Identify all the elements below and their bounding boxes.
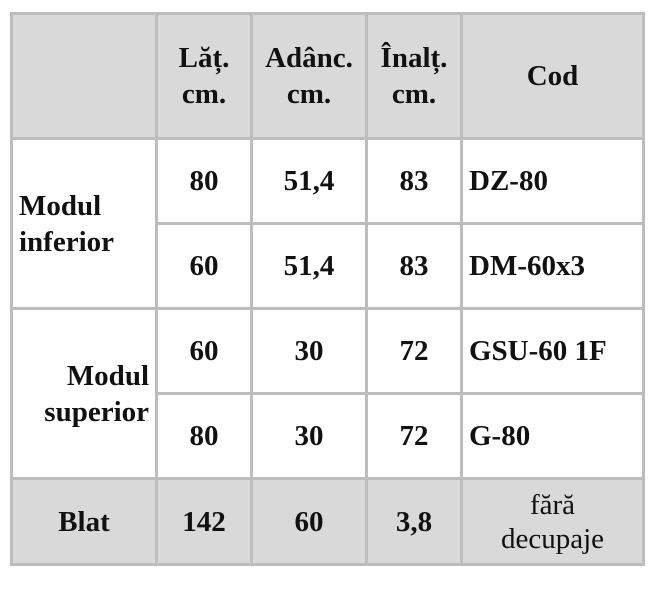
cell: 80 xyxy=(155,392,253,480)
header-cell: Adânc. cm. xyxy=(250,12,368,140)
cell: 60 xyxy=(155,222,253,310)
cell: 83 xyxy=(365,137,463,225)
header-cell: Înalț. cm. xyxy=(365,12,463,140)
label-line: Modul xyxy=(66,359,149,392)
cell: 51,4 xyxy=(250,222,368,310)
cell: 72 xyxy=(365,392,463,480)
row: Modul superior 60 30 72 GSU-60 1F xyxy=(10,307,645,480)
note-line: fără xyxy=(529,488,576,521)
row: 80 30 72 G-80 xyxy=(12,392,645,480)
header-line: cm. xyxy=(286,78,332,110)
header-line: cm. xyxy=(391,78,437,110)
cell: 72 xyxy=(365,307,463,395)
code-cell: DM-60x3 xyxy=(460,222,645,310)
corner-cell xyxy=(10,12,158,140)
label-line: Modul xyxy=(19,189,102,222)
spec-table: Lăț. cm. Adânc. cm. Înalț. cm. Cod Modul inf… xyxy=(10,12,645,566)
header-cell: Lăț. cm. xyxy=(155,12,253,140)
cell: 60 xyxy=(250,477,368,566)
header-line: Înalț. xyxy=(380,42,448,74)
header-cell: Cod xyxy=(460,12,645,140)
cell: 142 xyxy=(155,477,253,566)
footer-label: Blat xyxy=(10,477,158,566)
code-cell: DZ-80 xyxy=(460,137,645,225)
header-line: Lăț. xyxy=(178,42,230,74)
note-cell: fără decupaje xyxy=(460,477,645,566)
cell: 30 xyxy=(250,392,368,480)
label-line: superior xyxy=(44,395,149,428)
label-line: inferior xyxy=(19,225,115,258)
footer-row: Blat 142 60 3,8 fără decupaje xyxy=(10,477,645,566)
cell: 51,4 xyxy=(250,137,368,225)
cell: 60 xyxy=(155,307,253,395)
row: 60 51,4 83 DM-60x3 xyxy=(12,222,645,310)
header-line: Adânc. xyxy=(265,42,353,74)
row: Modul inferior 80 51,4 83 DZ-80 xyxy=(10,137,645,310)
cell: 30 xyxy=(250,307,368,395)
group-label: Modul inferior xyxy=(10,137,158,310)
code-cell: GSU-60 1F xyxy=(460,307,645,395)
cell: 80 xyxy=(155,137,253,225)
group-label: Modul superior xyxy=(10,307,158,480)
header-row: Lăț. cm. Adânc. cm. Înalț. cm. Cod xyxy=(10,12,645,140)
cell: 3,8 xyxy=(365,477,463,566)
cell: 83 xyxy=(365,222,463,310)
code-cell: G-80 xyxy=(460,392,645,480)
note-line: decupaje xyxy=(500,522,605,555)
header-line: cm. xyxy=(181,78,227,110)
